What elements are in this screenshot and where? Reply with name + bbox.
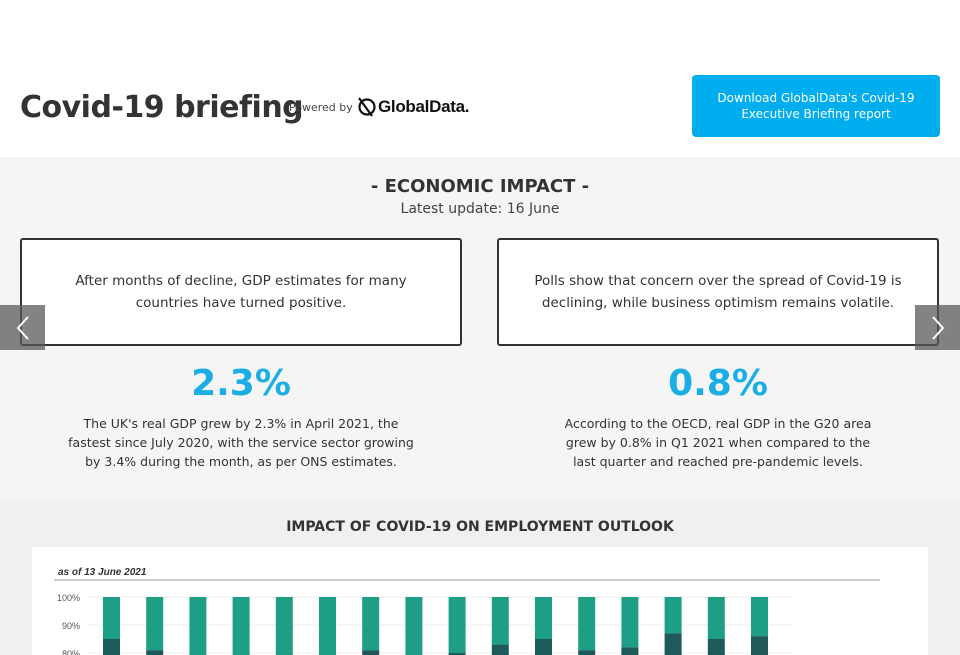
bar-segment-lower — [664, 633, 682, 655]
bar-segment-upper — [146, 597, 164, 651]
bar-segment-upper — [448, 597, 466, 653]
bar-segment-upper — [275, 597, 293, 655]
carousel-next-button[interactable] — [915, 305, 960, 350]
bar-segment-upper — [319, 597, 336, 655]
card-text: After months of decline, GDP estimates f… — [75, 273, 407, 311]
bar-segment-upper — [664, 597, 682, 634]
bar-segment-upper — [232, 597, 250, 655]
globaldata-logo-icon — [358, 97, 376, 117]
bar-segment-upper — [578, 597, 596, 651]
bar-segment-lower — [362, 650, 380, 655]
page-title: Covid-19 briefing — [20, 90, 304, 125]
y-tick-label: 90% — [62, 621, 80, 631]
bar-segment-upper — [707, 597, 725, 639]
bar-segment-lower — [448, 653, 466, 655]
bar-segment-lower — [491, 644, 509, 655]
section-heading: - ECONOMIC IMPACT - — [370, 176, 590, 197]
bar-segment-lower — [103, 639, 120, 655]
chart-subtitle: as of 13 June 2021 — [58, 567, 147, 578]
bar-segment-lower — [707, 639, 725, 655]
chevron-left-icon — [16, 315, 29, 340]
bar-segment-upper — [189, 597, 207, 655]
header: Covid-19 briefing Powered by GlobalData.… — [0, 0, 960, 157]
stat-description: The UK's real GDP grew by 2.3% in April … — [68, 416, 414, 469]
powered-by-label: Powered by — [289, 101, 353, 114]
y-tick-label: 100% — [57, 593, 80, 603]
download-report-button[interactable]: Download GlobalData's Covid-19 Executive… — [692, 75, 940, 137]
globaldata-logo[interactable]: GlobalData. — [356, 95, 469, 119]
bar-segment-upper — [491, 597, 509, 645]
card-text: Polls show that concern over the spread … — [534, 273, 902, 311]
bar-segment-lower — [535, 639, 552, 655]
bar-segment-upper — [405, 597, 423, 655]
stat-description: According to the OECD, real GDP in the G… — [564, 416, 872, 469]
employment-outlook-section: IMPACT OF COVID-19 ON EMPLOYMENT OUTLOOK… — [0, 499, 960, 655]
economic-impact-section: - ECONOMIC IMPACT - Latest update: 16 Ju… — [0, 157, 960, 499]
employment-chart: as of 13 June 2021 100% 90% 80% — [54, 567, 880, 655]
y-tick-label: 80% — [62, 649, 80, 655]
bar-segment-upper — [103, 597, 120, 639]
bar-segment-upper — [621, 597, 639, 648]
bar-segment-upper — [751, 597, 768, 637]
summary-card: Polls show that concern over the spread … — [497, 238, 939, 346]
logo-text: GlobalData. — [378, 97, 470, 116]
bar-segment-lower — [751, 636, 768, 655]
bar-segment-lower — [578, 650, 596, 655]
chart-container: as of 13 June 2021 100% 90% 80% — [32, 547, 928, 655]
chevron-right-icon — [931, 315, 944, 340]
update-date: Latest update: 16 June — [400, 201, 560, 217]
bar-segment-upper — [535, 597, 552, 639]
bar-segment-upper — [362, 597, 380, 651]
carousel-prev-button[interactable] — [0, 305, 45, 350]
bar-segment-lower — [146, 650, 164, 655]
chart-section-title: IMPACT OF COVID-19 ON EMPLOYMENT OUTLOOK — [286, 519, 674, 535]
summary-card: After months of decline, GDP estimates f… — [20, 238, 462, 346]
bar-segment-lower — [621, 647, 639, 655]
stat-value: 2.3% — [191, 363, 291, 404]
stat-value: 0.8% — [668, 363, 768, 404]
